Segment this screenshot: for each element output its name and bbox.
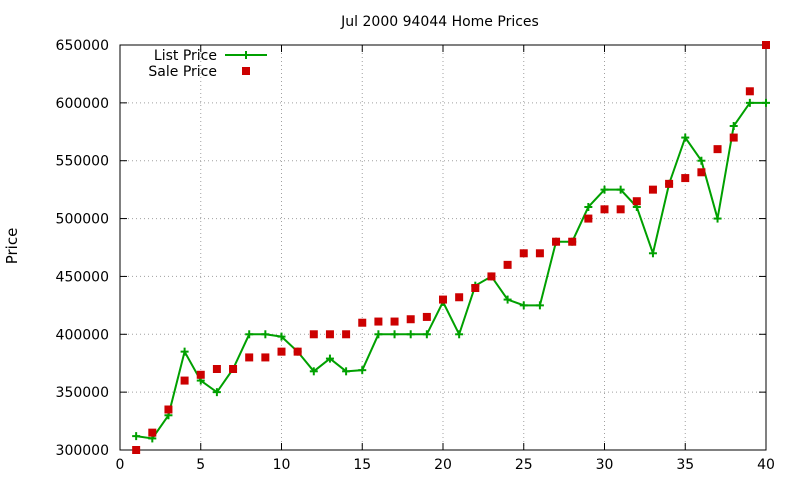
series-layer [132,41,770,454]
sale-price-point [665,179,674,188]
list-price-point [422,330,431,339]
list-price-point [261,330,270,339]
sale-price-point [406,315,415,324]
list-price-point [681,133,690,142]
list-price-point [358,366,367,375]
list-price-point [616,185,625,194]
sale-price-point [713,145,722,154]
sale-price-point [745,87,754,96]
y-tick-label: 450000 [56,269,109,285]
sale-price-point [697,168,706,177]
list-price-point [535,301,544,310]
sale-price-point [358,318,367,327]
legend-swatch-marker [242,51,250,59]
x-tick-label: 5 [196,457,205,473]
series-sale-price [132,41,770,454]
list-price-point [713,214,722,223]
legend-label: Sale Price [148,64,217,80]
sale-price-point [455,293,464,302]
sale-price-point [390,317,399,326]
sale-price-point [487,272,496,281]
list-price-point [180,347,189,356]
sale-price-point [422,312,431,321]
sale-price-point [164,405,173,414]
sale-price-point [648,185,657,194]
list-price-point [584,203,593,211]
x-tick-label: 40 [757,457,775,473]
list-price-point [245,330,254,339]
sale-price-point [535,249,544,258]
y-tick-label: 600000 [56,96,109,112]
sale-price-point [519,249,528,258]
sale-price-point [325,330,334,339]
axis-ticks: 0 5 10 15 20 25 30 35 40 300000 350000 400000 450000… [56,38,775,473]
sale-price-point [229,365,238,373]
sale-price-point [374,317,383,326]
list-price-point [374,330,383,339]
y-axis-label: Price [3,228,21,265]
list-price-point [600,185,609,194]
y-tick-label: 350000 [56,385,109,401]
list-price-point [503,295,512,304]
list-price-point [729,122,738,130]
sale-price-point [261,353,270,362]
list-price-point [132,432,141,441]
sale-price-point [632,197,641,206]
x-tick-label: 30 [596,457,614,473]
x-tick-label: 20 [434,457,452,473]
x-tick-label: 15 [353,457,371,473]
x-tick-label: 35 [676,457,694,473]
x-tick-label: 0 [116,457,125,473]
sale-price-point [245,353,254,362]
sale-price-point [762,41,770,49]
sale-price-point [148,428,157,437]
sale-price-point [616,205,625,214]
series-list-price [132,98,770,443]
list-price-point [309,367,318,376]
sale-price-point [471,284,480,292]
sale-price-point [309,330,318,339]
list-price-point [762,98,770,107]
legend-label: List Price [154,48,217,64]
legend-swatch-square [242,67,250,75]
sale-price-point [552,237,561,246]
list-price-line [136,101,766,440]
sale-price-point [342,330,351,339]
list-price-point [406,330,415,339]
list-price-point [697,156,706,165]
sale-price-point [503,260,512,269]
list-price-point [277,332,286,341]
sale-price-point [600,205,609,214]
sale-price-point [196,370,205,379]
list-price-point [212,388,221,397]
y-tick-label: 300000 [56,443,109,459]
list-price-point [455,330,464,339]
list-price-point [745,98,754,107]
sale-price-point [293,347,302,356]
sale-price-point [277,347,286,356]
sale-price-point [439,295,447,304]
sale-price-point [132,446,141,454]
list-price-point [519,301,528,310]
x-tick-label: 10 [273,457,291,473]
y-tick-label: 500000 [56,212,109,228]
sale-price-point [568,237,577,246]
x-tick-label: 25 [515,457,533,473]
sale-price-point [180,376,189,385]
y-tick-label: 400000 [56,327,109,343]
list-price-point [648,249,657,258]
sale-price-point [584,214,593,223]
chart-title: Jul 2000 94044 Home Prices [340,14,539,30]
y-tick-label: 550000 [56,154,109,170]
sale-price-point [681,174,690,183]
list-price-point [325,354,334,363]
sale-price-point [212,365,221,373]
list-price-point [342,367,351,376]
list-price-point [390,330,399,339]
y-tick-label: 650000 [56,38,109,54]
sale-price-point [729,133,738,142]
